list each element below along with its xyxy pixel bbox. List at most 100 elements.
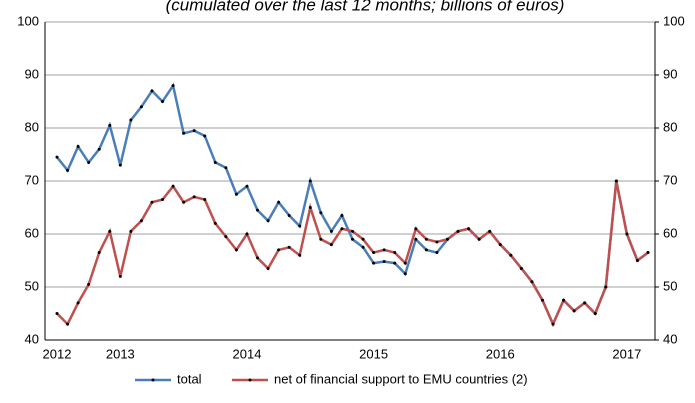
point-marker <box>277 200 281 204</box>
y-tick-label: 40 <box>25 331 39 346</box>
point-marker <box>614 179 618 183</box>
point-marker <box>234 248 238 252</box>
x-tick-label: 2016 <box>486 346 515 361</box>
x-tick-label: 2017 <box>612 346 641 361</box>
point-marker <box>351 237 354 241</box>
point-marker <box>171 84 175 88</box>
point-marker <box>234 192 238 196</box>
point-marker <box>308 179 312 183</box>
point-marker <box>361 245 365 249</box>
point-marker <box>55 312 59 315</box>
point-marker <box>171 184 175 188</box>
point-marker <box>245 232 249 236</box>
point-marker <box>319 211 323 215</box>
point-marker <box>329 229 333 233</box>
point-marker <box>108 229 112 233</box>
point-marker <box>635 259 639 262</box>
point-marker <box>488 229 492 233</box>
series-line <box>56 180 649 328</box>
point-marker <box>530 280 534 284</box>
legend-label: total <box>177 371 202 386</box>
legend-marker <box>248 378 252 382</box>
point-marker <box>161 198 165 202</box>
point-marker <box>308 206 312 209</box>
point-marker <box>87 160 91 164</box>
point-marker <box>55 155 59 159</box>
point-marker <box>319 237 323 241</box>
point-marker <box>298 224 302 228</box>
point-marker <box>572 309 576 313</box>
point-marker <box>424 237 428 241</box>
point-marker <box>87 282 91 286</box>
point-marker <box>329 243 333 247</box>
point-marker <box>287 245 291 249</box>
point-marker <box>351 229 354 233</box>
point-marker <box>213 160 217 164</box>
point-marker <box>298 253 302 257</box>
point-marker <box>382 248 386 252</box>
point-marker <box>424 248 428 252</box>
point-marker <box>118 163 122 167</box>
point-marker <box>139 219 143 223</box>
point-marker <box>256 208 260 212</box>
y-tick-label: 50 <box>25 278 39 293</box>
point-marker <box>161 100 165 103</box>
point-marker <box>245 184 249 188</box>
point-marker <box>97 251 101 255</box>
y2-tick-label: 100 <box>663 13 685 28</box>
point-marker <box>414 227 418 231</box>
point-marker <box>414 237 418 241</box>
x-tick-label: 2015 <box>359 346 388 361</box>
point-marker <box>340 227 344 231</box>
y2-tick-label: 70 <box>663 172 677 187</box>
point-marker <box>224 235 228 239</box>
point-marker <box>203 198 207 202</box>
point-marker <box>256 256 260 260</box>
point-marker <box>277 248 281 252</box>
point-marker <box>625 232 629 236</box>
point-marker <box>498 243 502 247</box>
point-marker <box>435 251 439 255</box>
point-marker <box>382 260 386 264</box>
point-marker <box>456 229 460 233</box>
point-marker <box>604 285 608 289</box>
y2-tick-label: 80 <box>663 119 677 134</box>
point-marker <box>403 272 407 276</box>
point-marker <box>76 301 80 305</box>
y-tick-label: 100 <box>17 13 39 28</box>
point-marker <box>551 322 555 326</box>
y-tick-label: 90 <box>25 66 39 81</box>
point-marker <box>340 213 344 217</box>
point-marker <box>150 200 154 204</box>
chart-title: (cumulated over the last 12 months; bill… <box>166 0 565 14</box>
y2-tick-label: 60 <box>663 225 677 240</box>
point-marker <box>66 168 70 172</box>
point-marker <box>129 118 133 122</box>
point-marker <box>287 213 291 217</box>
point-marker <box>435 240 439 244</box>
point-marker <box>393 251 397 255</box>
point-marker <box>182 131 186 135</box>
x-tick-label: 2014 <box>233 346 262 361</box>
point-marker <box>182 200 186 204</box>
y-tick-label: 80 <box>25 119 39 134</box>
series-line <box>56 82 649 328</box>
point-marker <box>266 219 270 223</box>
point-marker <box>646 251 650 255</box>
point-marker <box>66 322 70 326</box>
point-marker <box>97 147 101 151</box>
point-marker <box>583 301 587 305</box>
point-marker <box>266 266 270 270</box>
point-marker <box>593 312 597 315</box>
point-marker <box>192 129 196 133</box>
point-marker <box>203 134 207 138</box>
point-marker <box>361 237 365 241</box>
point-marker <box>477 237 481 241</box>
legend-label: net of financial support to EMU countrie… <box>274 371 528 386</box>
point-marker <box>393 261 397 265</box>
point-marker <box>509 253 513 257</box>
point-marker <box>445 237 449 241</box>
point-marker <box>150 89 154 93</box>
y2-tick-label: 50 <box>663 278 677 293</box>
point-marker <box>519 266 523 270</box>
